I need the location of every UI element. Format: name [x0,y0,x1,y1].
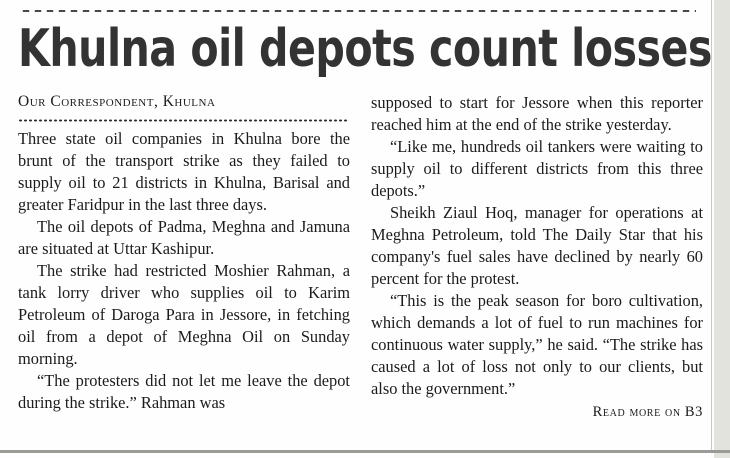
paragraph: Three state oil companies in Khulna bore… [18,129,350,214]
paragraph: The strike had restricted Moshier Rahman… [18,261,350,368]
paragraph: “The protesters did not let me leave the… [18,371,350,412]
page-vertical-rule [711,0,712,450]
paragraph: “This is the peak season for boro cultiv… [371,291,703,398]
byline: Our Correspondent, Khulna [18,93,216,110]
top-dotted-rule [20,8,696,12]
page-bottom-rule [0,450,730,453]
article-columns: Our Correspondent, Khulna Three state oi… [18,92,703,440]
paragraph: supposed to start for Jessore when this … [371,93,703,134]
paragraph: The oil depots of Padma, Meghna and Jamu… [18,217,350,258]
paragraph: Sheikh Ziaul Hoq, manager for operations… [371,203,703,288]
column-right: supposed to start for Jessore when this … [371,92,703,440]
paragraph: “Like me, hundreds oil tankers were wait… [371,137,703,200]
article-content: Khulna oil depots count losses Our Corre… [18,0,712,450]
page-margin-strip [714,0,730,458]
byline-dotted-rule [18,119,348,122]
page-title: Khulna oil depots count losses [18,19,712,79]
column-left: Our Correspondent, Khulna Three state oi… [18,92,350,440]
read-more-note: Read more on B3 [592,404,703,420]
